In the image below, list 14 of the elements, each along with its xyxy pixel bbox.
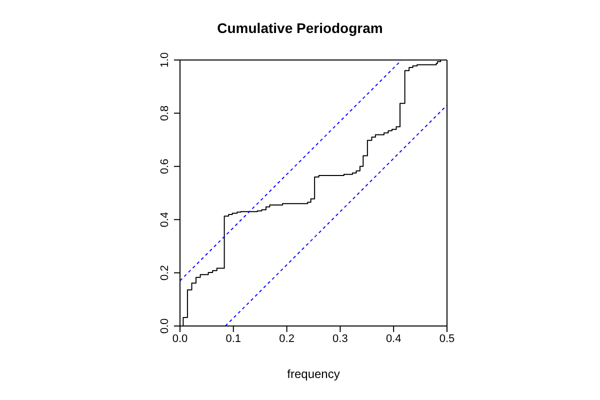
y-tick-label: 0.6 (159, 158, 171, 174)
y-tick-label: 0.2 (159, 265, 171, 280)
y-tick-label: 0.0 (159, 318, 171, 334)
x-tick-label: 0.0 (172, 332, 188, 345)
x-tick-label: 0.5 (439, 332, 455, 345)
y-tick-label: 1.0 (159, 52, 171, 68)
chart-title: Cumulative Periodogram (216, 20, 384, 36)
x-axis-title: frequency (287, 367, 340, 381)
y-tick-label: 0.8 (159, 106, 171, 121)
x-tick-label: 0.3 (332, 332, 348, 345)
y-tick-label: 0.4 (159, 212, 171, 228)
x-tick-label: 0.1 (226, 332, 242, 345)
x-tick-label: 0.2 (279, 332, 294, 345)
x-tick-label: 0.4 (386, 332, 402, 345)
